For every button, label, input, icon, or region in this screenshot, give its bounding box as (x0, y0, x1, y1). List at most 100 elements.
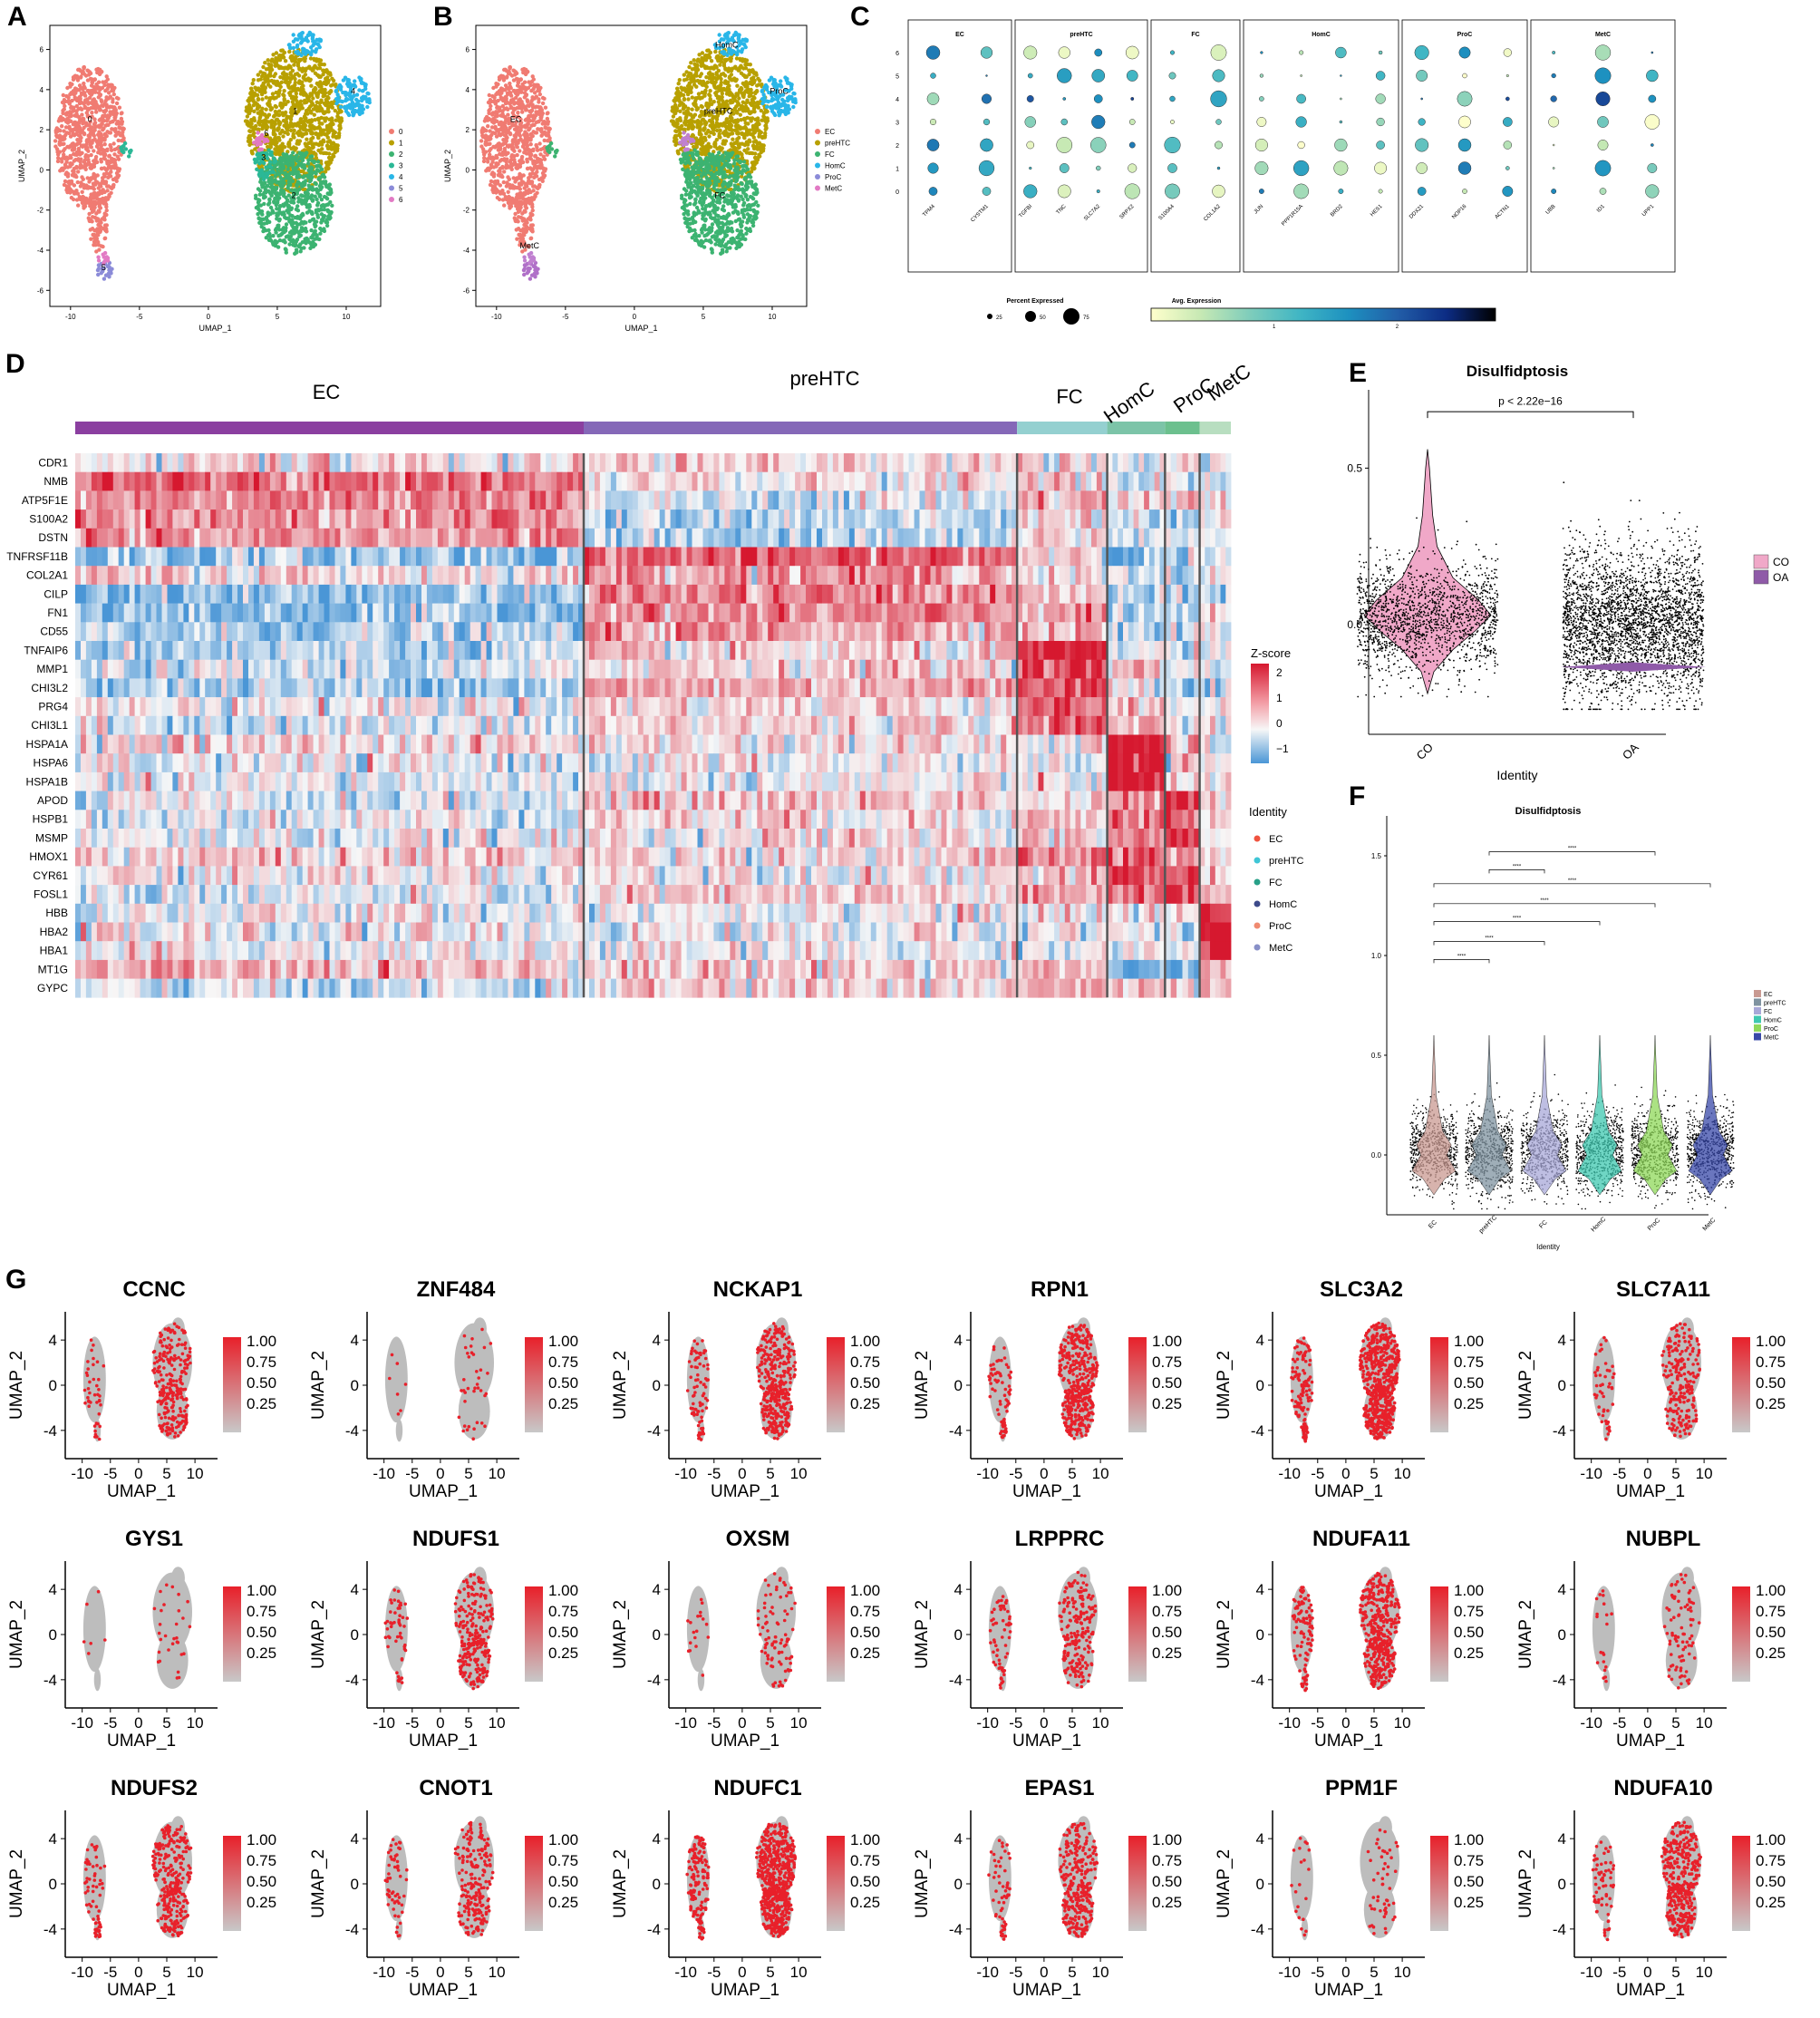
umap-point (114, 179, 119, 183)
umap-point (314, 171, 318, 176)
umap-point (501, 179, 506, 185)
umap-point (530, 74, 535, 79)
umap-point (101, 196, 105, 201)
umap-point (96, 272, 101, 277)
umap-point (508, 101, 513, 105)
umap-point (282, 98, 286, 103)
umap-point (53, 129, 58, 133)
cluster-label: 3 (261, 152, 266, 161)
umap-point (73, 191, 79, 196)
umap-point (363, 82, 368, 87)
umap-point (523, 118, 528, 122)
umap-point (267, 197, 272, 202)
umap-point (536, 186, 540, 190)
umap-point (524, 199, 528, 204)
umap-point (93, 157, 98, 161)
umap-point (247, 142, 252, 147)
umap-point (531, 160, 536, 164)
umap-point (318, 231, 323, 236)
umap-point (336, 95, 341, 100)
umap-point (537, 92, 542, 97)
y-axis-label: UMAP_2 (17, 150, 26, 182)
umap-point (83, 153, 89, 158)
panel-letter-d: D (5, 349, 25, 380)
umap-point (108, 104, 112, 109)
umap-point (254, 87, 259, 92)
umap-point (752, 110, 757, 114)
umap-point (525, 271, 529, 276)
umap-point (273, 151, 277, 156)
umap-point (351, 113, 355, 118)
umap-point (87, 179, 92, 184)
umap-point (102, 156, 107, 160)
cluster-label: 5 (102, 263, 106, 272)
umap-point (82, 86, 87, 91)
umap-point (294, 94, 298, 100)
umap-point (506, 189, 510, 194)
umap-point (97, 147, 102, 151)
umap-point (53, 139, 58, 143)
umap-point (518, 149, 522, 153)
y-tick-label: -2 (37, 207, 44, 215)
legend-label: 4 (399, 173, 403, 181)
umap-point (92, 133, 97, 138)
umap-point (298, 99, 304, 104)
umap-point (114, 170, 120, 176)
umap-point (276, 160, 281, 166)
umap-point (278, 184, 284, 189)
umap-point (338, 104, 344, 110)
umap-point (295, 165, 299, 170)
umap-point (288, 72, 293, 77)
umap-point (365, 91, 370, 96)
umap-point (264, 236, 268, 240)
umap-point (268, 205, 274, 210)
umap-point (273, 103, 277, 109)
umap-point (57, 133, 63, 138)
umap-point (271, 95, 276, 100)
umap-point (278, 84, 283, 90)
umap-point (508, 204, 514, 209)
umap-point (274, 201, 279, 206)
umap-point (540, 101, 546, 106)
umap-point (109, 170, 113, 174)
umap-point (679, 147, 683, 151)
umap-point (313, 103, 318, 109)
umap-point (532, 175, 537, 179)
panel-letter-c: C (850, 2, 870, 33)
umap-point (112, 85, 117, 91)
y-tick-label: 6 (40, 46, 44, 54)
umap-point (319, 203, 324, 209)
umap-point (751, 101, 757, 105)
umap-point (503, 195, 508, 199)
umap-point (531, 86, 536, 92)
umap-point (276, 135, 281, 141)
umap-point (280, 53, 286, 57)
umap-point (305, 33, 311, 37)
umap-point (491, 85, 496, 91)
umap-point (484, 169, 489, 173)
umap-point (97, 204, 102, 209)
umap-point (318, 39, 323, 44)
umap-point (110, 127, 114, 131)
umap-point (714, 64, 719, 69)
umap-point (73, 113, 77, 118)
umap-point (258, 147, 264, 151)
umap-point (690, 95, 694, 100)
umap-point (288, 188, 294, 192)
umap-point (508, 81, 512, 86)
umap-point (92, 176, 97, 180)
umap-point (264, 165, 268, 170)
umap-point (312, 65, 316, 70)
umap-point (305, 161, 311, 166)
umap-point (63, 103, 67, 109)
umap-point (521, 70, 526, 75)
umap-point (762, 111, 767, 115)
umap-point (500, 96, 506, 102)
umap-point (708, 89, 712, 93)
umap-point (116, 138, 121, 143)
umap-point (69, 179, 74, 184)
umap-point (516, 91, 520, 95)
umap-point (701, 117, 706, 121)
umap-point (104, 208, 109, 213)
umap-point (96, 209, 101, 214)
